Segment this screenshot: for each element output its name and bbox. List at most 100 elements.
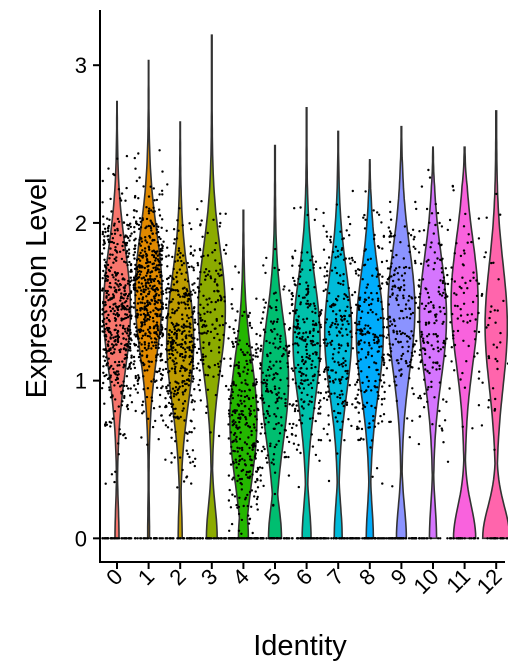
jitter-point [113,286,116,289]
jitter-point [246,493,249,497]
jitter-point [306,299,309,303]
jitter-point [442,339,446,343]
jitter-point [235,435,238,439]
jitter-point [335,271,339,275]
jitter-point [244,416,247,419]
jitter-point [123,396,126,400]
jitter-point [313,218,316,222]
jitter-point [108,388,111,392]
jitter-point [334,256,337,259]
jitter-point [426,400,429,403]
jitter-point [140,337,144,340]
jitter-point [173,412,176,415]
jitter-point [124,199,127,202]
jitter-point [104,279,107,283]
jitter-point [122,347,126,351]
jitter-point [120,257,124,261]
jitter-point [251,369,254,372]
jitter-point [149,311,152,314]
jitter-point [150,341,154,344]
jitter-point [178,354,182,358]
jitter-point [143,250,147,253]
jitter-point [311,340,315,343]
jitter-point [133,344,137,347]
jitter-point [395,297,398,300]
jitter-point [109,537,113,540]
jitter-point [239,454,242,458]
jitter-point [256,508,259,511]
jitter-point [178,456,182,459]
jitter-point [230,537,234,540]
jitter-point [325,344,328,347]
jitter-point [103,330,106,333]
jitter-point [310,342,313,345]
jitter-point [412,238,415,241]
jitter-point [296,537,300,540]
jitter-point [366,311,370,314]
jitter-point [382,317,385,320]
jitter-point [165,316,168,320]
jitter-point [179,251,182,255]
jitter-point [259,334,262,337]
x-tick-label: 6 [291,564,317,590]
jitter-point [256,355,259,358]
jitter-point [288,422,291,426]
jitter-point [212,375,215,378]
jitter-point [284,398,287,401]
jitter-point [274,346,277,349]
jitter-point [292,369,295,372]
jitter-point [246,383,249,386]
jitter-point [231,478,234,481]
jitter-point [188,374,191,377]
jitter-point [380,345,383,348]
jitter-point [367,341,371,345]
jitter-point [372,209,375,212]
jitter-point [182,326,185,329]
jitter-point [376,211,379,214]
jitter-point [302,318,305,321]
jitter-point [363,327,366,330]
jitter-point [160,243,163,246]
jitter-point [496,360,499,363]
jitter-point [190,420,193,423]
jitter-point [240,477,244,481]
jitter-point [403,284,406,287]
jitter-point [420,302,424,305]
jitter-point [330,339,334,343]
jitter-point [355,303,358,306]
jitter-point [400,354,403,357]
jitter-point [167,254,170,257]
jitter-point [138,227,141,231]
jitter-point [487,355,490,358]
jitter-point [190,537,193,540]
jitter-point [141,350,144,353]
jitter-point [132,355,136,359]
jitter-point [264,381,267,384]
jitter-point [295,399,298,403]
jitter-point [445,295,448,298]
jitter-point [184,303,187,306]
jitter-point [350,256,354,260]
jitter-point [262,298,265,301]
jitter-point [190,394,193,397]
jitter-point [327,479,331,483]
jitter-point [112,172,115,176]
jitter-point [209,311,212,314]
jitter-point [314,453,318,457]
jitter-point [325,366,328,369]
jitter-point [322,289,325,293]
jitter-point [438,381,442,384]
jitter-point [148,207,151,210]
jitter-point [217,351,221,354]
jitter-point [117,335,121,339]
jitter-point [391,285,394,288]
jitter-point [386,353,390,356]
jitter-point [291,255,294,258]
jitter-point [311,359,314,363]
jitter-point [150,347,153,350]
jitter-point [197,347,201,351]
jitter-point [185,325,189,328]
jitter-point [317,391,320,394]
jitter-point [361,278,364,281]
jitter-point [477,311,480,315]
